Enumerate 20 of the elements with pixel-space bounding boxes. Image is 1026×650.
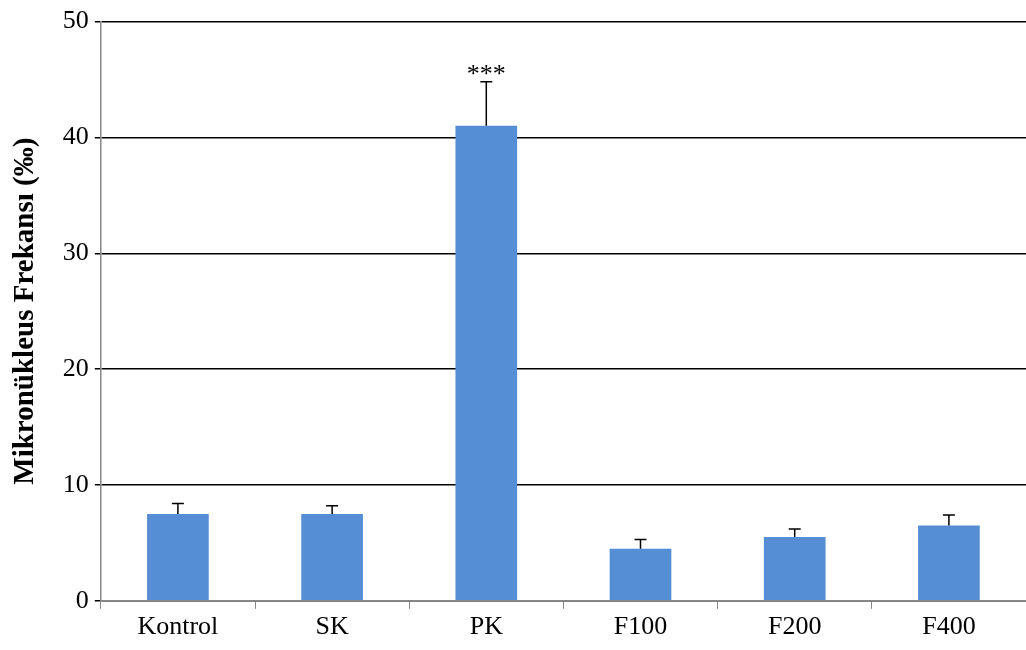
x-tick-label: F400 (922, 611, 976, 641)
x-tick-label: Kontrol (137, 611, 219, 641)
y-tick-label: 50 (62, 5, 89, 35)
y-axis-title: Mikronükleus Frekansı (‰) (6, 137, 40, 485)
bar (455, 125, 518, 601)
bar (301, 513, 363, 601)
bar (763, 537, 826, 601)
bar (918, 525, 980, 601)
y-tick-label: 0 (75, 584, 89, 614)
x-tick-label: F200 (767, 611, 822, 641)
bar (609, 548, 672, 601)
annotation: *** (466, 58, 506, 88)
x-tick-label: F100 (613, 611, 668, 641)
y-tick-label: 20 (62, 352, 89, 382)
y-tick-label: 40 (62, 121, 89, 151)
x-tick-label: PK (469, 611, 504, 641)
y-tick-label: 30 (62, 237, 89, 267)
x-tick-label: SK (315, 611, 349, 641)
y-tick-label: 10 (62, 468, 89, 498)
bar (147, 513, 209, 601)
